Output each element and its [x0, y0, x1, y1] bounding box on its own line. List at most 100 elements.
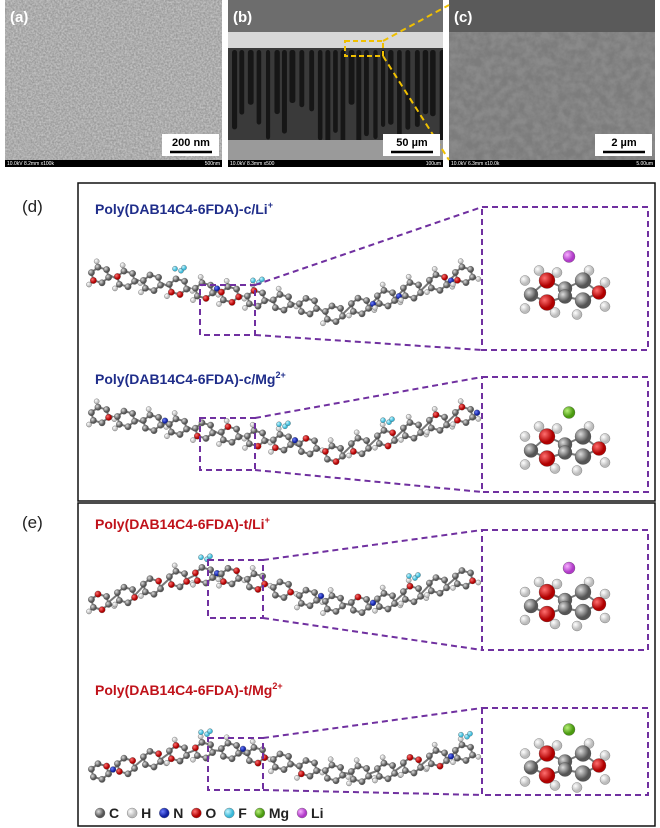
atom [166, 574, 172, 580]
atom [164, 434, 169, 439]
atom [476, 276, 481, 281]
atom [320, 611, 325, 616]
atom [244, 293, 250, 299]
atom [112, 286, 117, 291]
atom [114, 760, 120, 766]
atom [172, 410, 177, 415]
atom [398, 297, 403, 302]
zoom-line [255, 377, 482, 418]
atom [157, 282, 163, 288]
atom [131, 594, 137, 600]
atom [173, 568, 179, 574]
pore [232, 50, 237, 129]
atom [339, 772, 345, 778]
atom [459, 264, 465, 270]
atom [391, 770, 397, 776]
atom [476, 416, 481, 421]
atom [272, 305, 278, 311]
atom [469, 752, 475, 758]
atom [346, 313, 351, 318]
sem-footer: 10.0kV 8.3mm x500 [230, 161, 275, 167]
atom [94, 399, 99, 404]
atom [563, 562, 575, 574]
atom [225, 565, 231, 571]
atom [448, 753, 454, 759]
atom [307, 603, 313, 609]
atom [99, 420, 105, 426]
atom [177, 431, 183, 437]
atom [255, 760, 261, 766]
atom [177, 584, 183, 590]
atom [131, 278, 137, 284]
atom [277, 431, 283, 437]
atom [385, 443, 391, 449]
legend-label: F [238, 805, 247, 821]
pore [257, 50, 262, 125]
atom [233, 568, 239, 574]
atom [140, 277, 146, 283]
sem-footer: 10.0kV 8.2mm x100k [7, 161, 54, 167]
atom [572, 783, 582, 793]
structure: Poly(DAB14C4-6FDA)-c/Li+ [86, 200, 648, 350]
atom [95, 264, 101, 270]
atom [90, 774, 96, 780]
atom [138, 290, 143, 295]
atom [339, 313, 345, 319]
atom [433, 747, 439, 753]
atom [433, 272, 439, 278]
figure: (a)200 nm10.0kV 8.2mm x100k500nm(b)50 µm… [0, 0, 660, 828]
atom [428, 425, 434, 431]
pore [239, 50, 244, 115]
atom [348, 599, 354, 605]
atom [168, 581, 174, 587]
atom [172, 563, 177, 568]
pore [373, 50, 377, 139]
atom [452, 409, 458, 415]
atom [524, 288, 538, 302]
atom [103, 593, 109, 599]
atom [183, 578, 189, 584]
bond [395, 594, 403, 601]
atom [298, 448, 304, 454]
atom [328, 438, 333, 443]
atom [467, 266, 473, 272]
atom [233, 742, 239, 748]
atom [220, 297, 226, 303]
atom [476, 754, 481, 759]
atom [324, 316, 330, 322]
pore [248, 50, 254, 105]
atom [140, 417, 146, 423]
atom [385, 303, 391, 309]
atom [192, 285, 198, 291]
atom [363, 437, 369, 443]
atom [86, 422, 91, 427]
atom [575, 429, 591, 445]
scale-bar-label: 50 µm [396, 137, 428, 149]
atom [389, 290, 395, 296]
pore [309, 50, 314, 111]
atom [90, 417, 96, 423]
atom [459, 567, 465, 573]
atom [376, 603, 382, 609]
atom [88, 766, 94, 772]
atom [359, 451, 365, 457]
atom [450, 282, 455, 287]
atom [337, 305, 343, 311]
atom [276, 286, 281, 291]
atom [374, 293, 380, 299]
atom [432, 742, 437, 747]
atom [450, 760, 455, 765]
atom [424, 592, 429, 597]
atom [389, 430, 395, 436]
atom [437, 427, 443, 433]
atom [402, 767, 408, 773]
atom [181, 418, 187, 424]
atom [105, 414, 111, 420]
atom [303, 435, 309, 441]
atom [251, 571, 257, 577]
atom [348, 768, 354, 774]
atom [203, 295, 209, 301]
atom [177, 291, 183, 297]
atom [539, 768, 555, 784]
atom [225, 423, 231, 429]
